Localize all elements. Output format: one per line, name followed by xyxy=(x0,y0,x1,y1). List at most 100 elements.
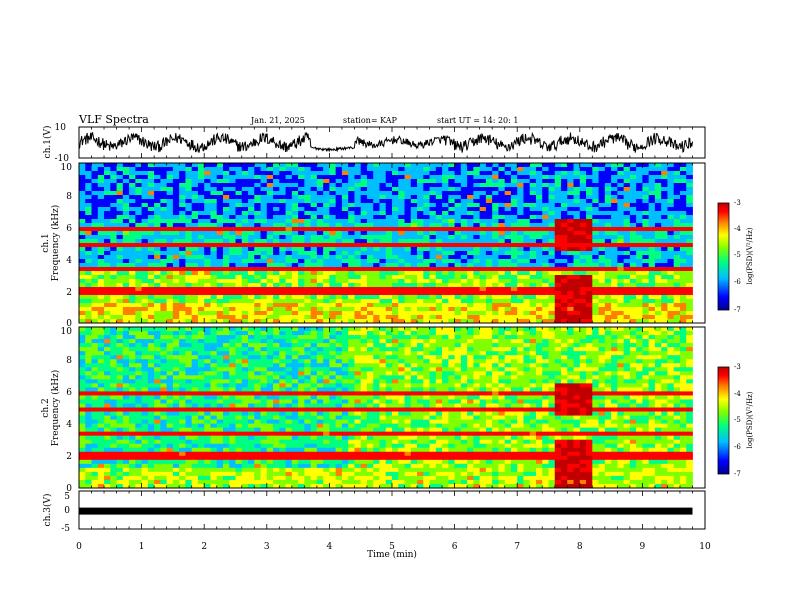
spectrogram-cell xyxy=(617,207,625,212)
spectrogram-cell xyxy=(510,295,518,300)
spectrogram-cell xyxy=(673,167,681,172)
spectrogram-cell xyxy=(241,299,249,304)
spectrogram-cell xyxy=(617,275,625,280)
spectrogram-cell xyxy=(116,279,124,284)
spectrogram-cell xyxy=(554,195,562,200)
spectrogram-cell xyxy=(79,163,86,168)
spectrogram-cell xyxy=(154,203,161,208)
spectrogram-cell xyxy=(160,363,168,368)
spectrogram-cell xyxy=(548,211,556,216)
spectrogram-cell xyxy=(542,239,549,244)
spectrogram-cell xyxy=(266,183,274,188)
spectrogram-cell xyxy=(398,259,405,264)
spectrogram-cell xyxy=(260,307,268,312)
spectrogram-cell xyxy=(554,163,562,168)
spectrogram-cell xyxy=(492,319,499,324)
spectrogram-cell xyxy=(448,179,455,184)
spectrogram-cell xyxy=(154,379,161,384)
spectrogram-cell xyxy=(185,463,193,469)
spectrogram-cell xyxy=(160,243,168,248)
spectrogram-cell xyxy=(661,319,668,324)
spectrogram-cell xyxy=(110,471,117,477)
spectrogram-cell xyxy=(442,203,449,208)
spectrogram-cell xyxy=(348,207,355,212)
spectrogram-cell xyxy=(91,463,99,469)
spectrogram-cell xyxy=(592,175,599,180)
spectrogram-cell xyxy=(85,447,92,453)
spectrogram-cell xyxy=(492,207,499,212)
spectrogram-cell xyxy=(141,171,149,176)
spectrogram-cell xyxy=(617,319,625,324)
spectrogram-cell xyxy=(323,299,330,304)
spectrogram-cell xyxy=(298,263,305,268)
spectrogram-cell xyxy=(235,279,243,284)
spectrogram-cell xyxy=(254,219,261,224)
spectrogram-cell xyxy=(492,283,499,288)
spectrogram-cell xyxy=(129,443,136,449)
spectrogram-cell xyxy=(135,451,142,457)
spectrogram-cell xyxy=(85,279,92,284)
spectrogram-cell xyxy=(166,187,174,192)
spectrogram-cell xyxy=(260,315,268,320)
spectrogram-cell xyxy=(216,171,224,176)
spectrogram-cell xyxy=(110,331,117,336)
spectrogram-cell xyxy=(398,295,405,300)
spectrogram-cell xyxy=(417,303,424,308)
spectrogram-cell xyxy=(273,279,280,284)
spectrogram-cell xyxy=(129,211,136,216)
spectrogram-cell xyxy=(104,363,111,368)
spectrogram-cell xyxy=(373,239,380,244)
spectrogram-cell xyxy=(654,255,662,260)
ch1-ylabel: ch.1(V) xyxy=(42,126,53,159)
spectrogram-cell xyxy=(567,163,574,168)
spectrogram-cell xyxy=(204,199,211,204)
spectrogram-cell xyxy=(642,219,650,224)
spectrogram-cell xyxy=(410,219,418,224)
spectrogram-cell xyxy=(679,163,687,168)
spectrogram-cell xyxy=(273,283,280,288)
spectrogram-cell xyxy=(460,195,468,200)
spectrogram-cell xyxy=(160,359,168,364)
spectrogram-cell xyxy=(623,207,631,212)
spectrogram-cell xyxy=(310,275,318,280)
spectrogram-cell xyxy=(279,251,286,256)
spectrogram-cell xyxy=(122,411,130,416)
spectrogram-cell xyxy=(91,211,99,216)
spectrogram-cell xyxy=(85,475,92,481)
spectrogram-cell xyxy=(548,199,556,204)
spectrogram-cell xyxy=(273,235,280,240)
spectrogram-cell xyxy=(667,311,675,316)
spectrogram-cell xyxy=(141,455,149,461)
spectrogram-cell xyxy=(548,195,556,200)
spectrogram-cell xyxy=(598,287,606,292)
spectrogram-cell xyxy=(285,215,293,220)
spectrogram-cell xyxy=(323,219,330,224)
spectrogram-cell xyxy=(304,255,312,260)
spectrogram-cell xyxy=(147,171,155,176)
spectrogram-cell xyxy=(141,303,149,308)
spectrogram-cell xyxy=(241,275,249,280)
spectrogram-cell xyxy=(379,267,387,272)
spectrogram-cell xyxy=(586,171,593,176)
spectrogram-cell xyxy=(122,455,130,461)
spectrogram-cell xyxy=(517,203,524,208)
spectrogram-cell xyxy=(197,327,205,332)
spectrogram-cell xyxy=(260,187,268,192)
spectrogram-cell xyxy=(429,167,437,172)
spectrogram-cell xyxy=(185,471,193,477)
spectrogram-cell xyxy=(454,171,462,176)
spectrogram-cell xyxy=(147,395,155,400)
spectrogram-cell xyxy=(160,451,168,457)
spectrogram-cell xyxy=(197,179,205,184)
spectrogram-cell xyxy=(266,203,274,208)
spectrogram-cell xyxy=(204,363,211,368)
spectrogram-cell xyxy=(222,179,230,184)
spectrogram-cell xyxy=(654,295,662,300)
spectrogram-cell xyxy=(266,239,274,244)
spectrogram-cell xyxy=(636,243,643,248)
spectrogram-cell xyxy=(442,235,449,240)
spectrogram-cell xyxy=(298,243,305,248)
spectrogram-cell xyxy=(404,215,412,220)
spectrogram-cell xyxy=(179,383,186,388)
spectrogram-cell xyxy=(604,287,612,292)
